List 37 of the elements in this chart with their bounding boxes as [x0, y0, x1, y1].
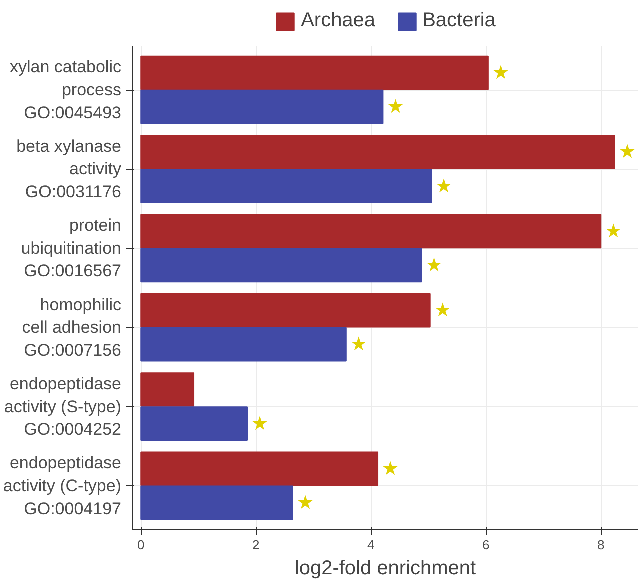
y-tick-label: endopeptidase activity (C-type) GO:0004197 — [3, 454, 122, 518]
data-label: ★ — [426, 254, 443, 276]
bar — [140, 56, 489, 90]
y-tick-label: beta xylanase activity GO:0031176 — [16, 136, 122, 202]
data-label: ★ — [618, 141, 636, 164]
bar — [140, 293, 431, 328]
legend-label: Archaea — [301, 10, 376, 32]
data-label: ★ — [296, 492, 314, 514]
bar — [140, 372, 195, 407]
x-tick-label: 0 — [138, 538, 145, 552]
bar — [140, 486, 294, 520]
bar — [140, 135, 616, 170]
y-tick-label: homophilic cell adhesion GO:0007156 — [22, 295, 122, 360]
data-label: ★ — [605, 220, 622, 242]
data-label: ★ — [434, 300, 452, 322]
x-tick-label: 2 — [252, 538, 260, 552]
bar — [140, 248, 422, 283]
x-tick-label: 8 — [598, 538, 605, 552]
bar — [140, 214, 602, 249]
bar — [140, 327, 347, 362]
data-label: ★ — [252, 412, 269, 435]
bar — [140, 169, 432, 204]
y-tick-label: xylan catabolic process GO:0045493 — [10, 58, 122, 122]
data-label: ★ — [382, 458, 400, 480]
y-tick-label: protein ubiquitination GO:0016567 — [21, 216, 122, 281]
bar — [140, 406, 248, 441]
data-label: ★ — [436, 175, 453, 198]
data-label: ★ — [492, 62, 510, 84]
data-label: ★ — [350, 334, 368, 356]
bar — [140, 90, 384, 124]
data-label: ★ — [387, 96, 404, 118]
bar — [140, 452, 379, 486]
x-tick-label: 6 — [482, 538, 490, 552]
legend-label: Bacteria — [422, 10, 496, 32]
x-axis-title: log2-fold enrichment — [294, 558, 477, 580]
y-tick-label: endopeptidase activity (S-type) GO:0004252 — [4, 374, 122, 440]
x-tick-label: 4 — [368, 538, 375, 552]
